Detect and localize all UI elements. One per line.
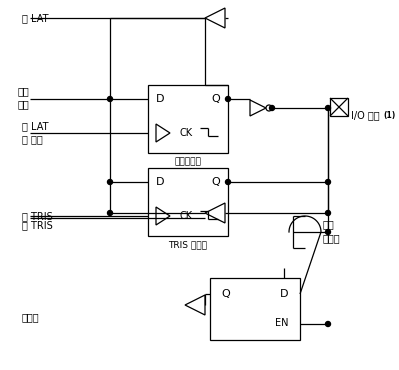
- Bar: [148, 168, 228, 236]
- Bar: [330, 98, 348, 116]
- Text: I/O 引脚: I/O 引脚: [351, 110, 379, 120]
- Polygon shape: [250, 100, 266, 116]
- Circle shape: [225, 97, 231, 101]
- Circle shape: [326, 211, 330, 215]
- Circle shape: [269, 105, 275, 111]
- Text: 输入: 输入: [323, 219, 335, 229]
- Text: 读 TRIS: 读 TRIS: [22, 220, 53, 230]
- Polygon shape: [156, 124, 170, 142]
- Bar: [210, 278, 300, 340]
- Bar: [148, 85, 228, 153]
- Text: Q: Q: [211, 177, 220, 187]
- Text: 缓冲器: 缓冲器: [323, 233, 341, 243]
- Text: 数据锁存器: 数据锁存器: [175, 158, 201, 166]
- Text: TRIS 锁存器: TRIS 锁存器: [168, 240, 207, 249]
- Text: Q: Q: [221, 289, 230, 299]
- Text: D: D: [156, 94, 164, 104]
- Text: CK: CK: [180, 211, 193, 221]
- Text: 数据: 数据: [18, 86, 30, 96]
- Circle shape: [225, 179, 231, 185]
- Circle shape: [266, 105, 272, 111]
- Polygon shape: [205, 203, 225, 223]
- Text: EN: EN: [275, 318, 289, 328]
- Text: D: D: [280, 289, 288, 299]
- Text: 写 LAT: 写 LAT: [22, 121, 49, 131]
- Circle shape: [326, 229, 330, 235]
- Text: 读端口: 读端口: [22, 312, 40, 322]
- Text: (1): (1): [383, 111, 395, 120]
- Text: 读 LAT: 读 LAT: [22, 13, 49, 23]
- Polygon shape: [156, 207, 170, 225]
- Text: 写 TRIS: 写 TRIS: [22, 211, 53, 221]
- Text: 总线: 总线: [18, 99, 30, 109]
- Text: CK: CK: [180, 128, 193, 138]
- Circle shape: [326, 105, 330, 111]
- Circle shape: [107, 211, 113, 215]
- Circle shape: [107, 179, 113, 185]
- Text: D: D: [156, 177, 164, 187]
- Polygon shape: [185, 295, 205, 315]
- Circle shape: [326, 179, 330, 185]
- Circle shape: [326, 322, 330, 326]
- Circle shape: [107, 97, 113, 101]
- Polygon shape: [205, 8, 225, 28]
- Text: 或 端口: 或 端口: [22, 134, 43, 144]
- Text: Q: Q: [211, 94, 220, 104]
